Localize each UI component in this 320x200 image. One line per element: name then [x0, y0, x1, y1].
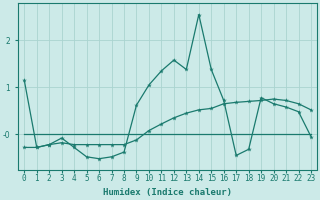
X-axis label: Humidex (Indice chaleur): Humidex (Indice chaleur)	[103, 188, 232, 197]
